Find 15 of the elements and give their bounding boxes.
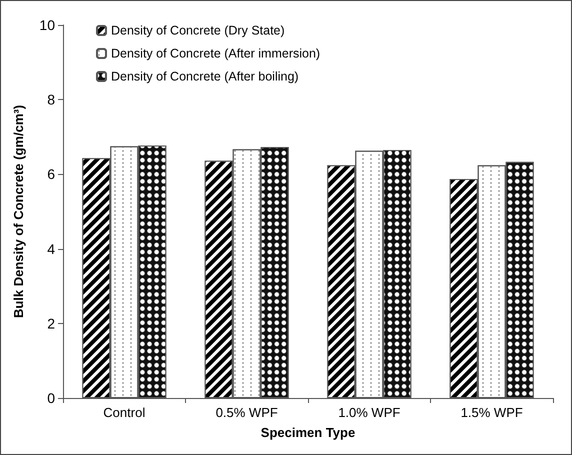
y-tick-label: 6 <box>47 166 56 182</box>
y-tick-label: 4 <box>47 240 56 257</box>
x-tick-label: 0.5% WPF <box>216 405 278 420</box>
y-tick-label: 8 <box>47 92 56 108</box>
y-axis-title: Bulk Density of Concrete (gm/cm³) <box>11 104 26 318</box>
x-tick-label: 1.0% WPF <box>338 405 400 420</box>
y-tick-label: 0 <box>47 390 56 406</box>
x-tick-label: Control <box>103 405 146 420</box>
y-tick-label: 2 <box>47 315 56 332</box>
legend-label: Density of Concrete (After boiling) <box>111 70 299 84</box>
legend-label: Density of Concrete (Dry State) <box>111 24 285 38</box>
x-axis-title: Specimen Type <box>260 425 356 440</box>
legend-label: Density of Concrete (After immersion) <box>111 46 320 60</box>
y-tick-label: 10 <box>39 17 56 33</box>
x-tick-label: 1.5% WPF <box>460 405 523 420</box>
